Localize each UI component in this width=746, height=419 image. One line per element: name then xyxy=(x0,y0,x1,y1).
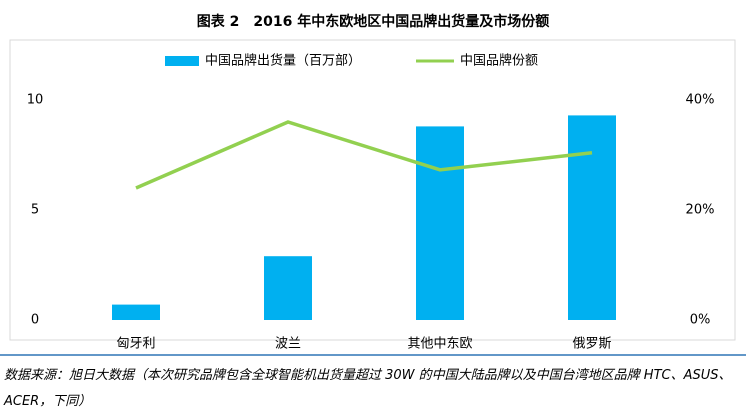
x-tick-label: 匈牙利 xyxy=(116,337,155,352)
y-tick-label: 0 xyxy=(31,313,39,328)
chart: 图表 2 2016 年中东欧地区中国品牌出货量及市场份额 0 5 10 0% 20% 40… xyxy=(0,13,746,356)
line xyxy=(135,120,593,190)
x-tick-label: 其他中东欧 xyxy=(407,337,472,352)
legend-label: 中国品牌出货量（百万部） xyxy=(205,53,361,69)
y2-tick-label: 20% xyxy=(686,203,715,218)
y2-tick-label: 40% xyxy=(686,93,715,108)
bar xyxy=(264,256,312,320)
legend-swatch xyxy=(165,56,199,66)
legend-label: 中国品牌份额 xyxy=(460,53,538,69)
bar xyxy=(112,304,160,320)
x-tick-label: 俄罗斯 xyxy=(572,337,611,352)
source-note: 数据来源：旭日大数据（本次研究品牌包含全球智能机出货量超过 30W 的中国大陆品… xyxy=(4,368,732,409)
y-tick-label: 5 xyxy=(31,203,39,218)
chart-title: 图表 2 2016 年中东欧地区中国品牌出货量及市场份额 xyxy=(197,13,549,30)
y2-tick-label: 0% xyxy=(690,313,711,328)
plot-frame xyxy=(9,39,736,341)
y-tick-label: 10 xyxy=(27,93,44,108)
x-tick-label: 波兰 xyxy=(275,337,301,352)
bar xyxy=(416,126,464,321)
bar xyxy=(568,115,616,321)
